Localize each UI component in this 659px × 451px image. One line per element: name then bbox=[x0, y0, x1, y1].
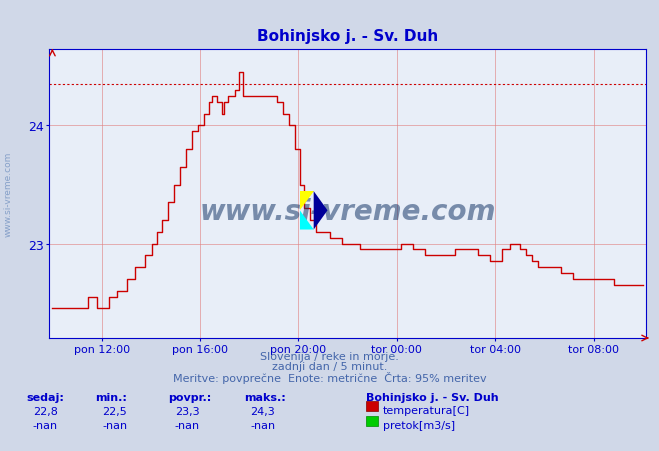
Text: Bohinjsko j. - Sv. Duh: Bohinjsko j. - Sv. Duh bbox=[366, 392, 498, 402]
Text: -nan: -nan bbox=[175, 420, 200, 430]
Polygon shape bbox=[300, 211, 314, 230]
Text: 22,8: 22,8 bbox=[33, 406, 58, 416]
Text: -nan: -nan bbox=[33, 420, 58, 430]
Polygon shape bbox=[300, 192, 314, 211]
Text: -nan: -nan bbox=[102, 420, 127, 430]
Text: temperatura[C]: temperatura[C] bbox=[383, 405, 470, 415]
Text: Meritve: povprečne  Enote: metrične  Črta: 95% meritev: Meritve: povprečne Enote: metrične Črta:… bbox=[173, 371, 486, 383]
Text: maks.:: maks.: bbox=[244, 392, 285, 402]
Polygon shape bbox=[314, 192, 328, 230]
Text: min.:: min.: bbox=[96, 392, 127, 402]
Title: Bohinjsko j. - Sv. Duh: Bohinjsko j. - Sv. Duh bbox=[257, 29, 438, 44]
Text: 23,3: 23,3 bbox=[175, 406, 199, 416]
Text: 24,3: 24,3 bbox=[250, 406, 275, 416]
Text: sedaj:: sedaj: bbox=[26, 392, 64, 402]
Text: povpr.:: povpr.: bbox=[168, 392, 212, 402]
Text: pretok[m3/s]: pretok[m3/s] bbox=[383, 420, 455, 430]
Text: www.si-vreme.com: www.si-vreme.com bbox=[200, 197, 496, 225]
Text: zadnji dan / 5 minut.: zadnji dan / 5 minut. bbox=[272, 361, 387, 371]
Text: 22,5: 22,5 bbox=[102, 406, 127, 416]
Text: -nan: -nan bbox=[250, 420, 275, 430]
Text: www.si-vreme.com: www.si-vreme.com bbox=[3, 152, 13, 236]
Text: Slovenija / reke in morje.: Slovenija / reke in morje. bbox=[260, 351, 399, 361]
